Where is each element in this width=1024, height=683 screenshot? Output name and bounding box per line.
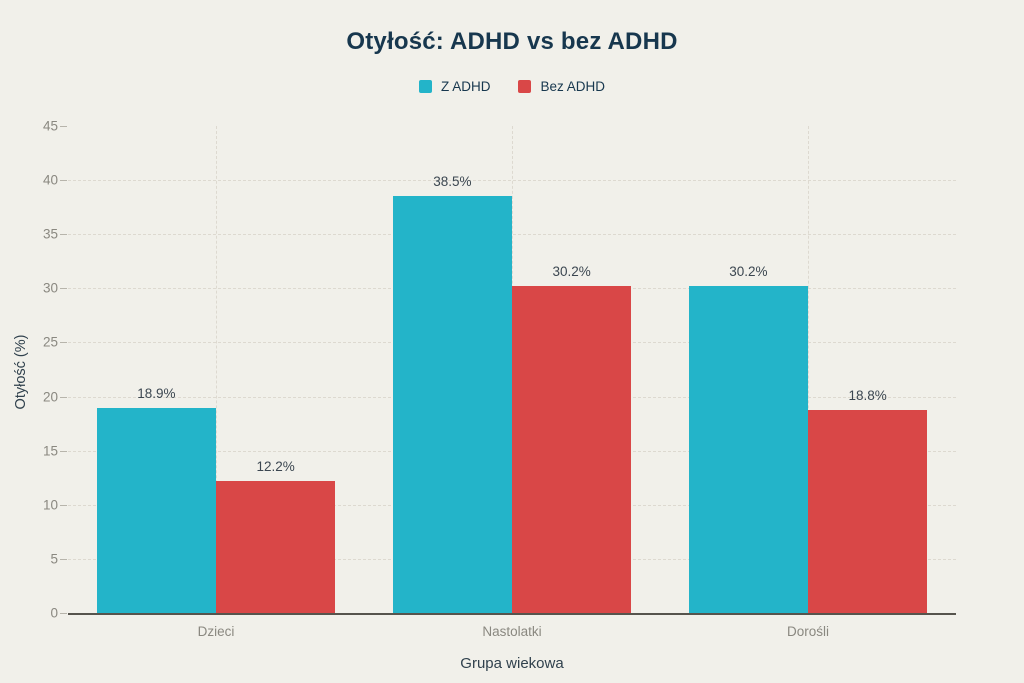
y-tick-label: 35: [42, 226, 58, 242]
y-tick-label: 25: [42, 334, 58, 350]
bar-value-label: 30.2%: [552, 264, 591, 280]
y-tick-mark: [60, 396, 67, 398]
y-tick-mark: [60, 558, 67, 560]
plot-area: 0 5 10 15 20 25 30 35 40 45 Dzieci Nastolatki Dorośl…: [43, 119, 956, 639]
y-tick-label: 10: [42, 497, 58, 513]
legend: Z ADHD Bez ADHD: [0, 79, 1024, 94]
y-tick-mark: [60, 234, 67, 236]
y-tick-mark: [60, 342, 67, 344]
bar-value-label: 30.2%: [729, 264, 768, 280]
bar-z-adhd-dorośli: [688, 286, 808, 613]
y-tick-mark: [60, 180, 67, 182]
gridline-vertical: [808, 126, 809, 613]
bar-bez-adhd-nastolatki: [512, 286, 632, 613]
y-tick-label: 20: [42, 389, 58, 405]
x-tick-label-nastolatki: Nastolatki: [482, 624, 542, 639]
y-tick-label: 5: [50, 551, 58, 567]
x-axis-title: Grupa wiekowa: [460, 655, 564, 672]
y-tick-label: 30: [42, 280, 58, 296]
y-tick-label: 0: [50, 605, 58, 621]
chart-title: Otyłość: ADHD vs bez ADHD: [346, 28, 678, 55]
legend-swatch-bez-adhd: [518, 80, 532, 93]
bar-value-label: 12.2%: [256, 458, 295, 474]
y-tick-mark: [60, 450, 67, 452]
y-tick-mark: [60, 288, 67, 290]
y-tick-label: 45: [42, 118, 58, 134]
legend-item-bez-adhd: Bez ADHD: [518, 79, 605, 94]
y-tick-label: 15: [42, 443, 58, 459]
x-axis-line: [68, 613, 956, 615]
bar-value-label: 38.5%: [433, 174, 472, 190]
x-tick-label-dorośli: Dorośli: [786, 624, 830, 639]
y-tick-label: 40: [42, 172, 58, 188]
legend-label-bez-adhd: Bez ADHD: [540, 79, 606, 94]
x-tick-label-dzieci: Dzieci: [197, 624, 235, 639]
bar-value-label: 18.9%: [137, 386, 176, 402]
bar-value-label: 18.8%: [848, 387, 887, 403]
bar-bez-adhd-dorośli: [808, 409, 928, 613]
y-tick-mark: [60, 126, 67, 127]
bar-z-adhd-dzieci: [96, 408, 216, 613]
legend-item-z-adhd: Z ADHD: [418, 79, 491, 94]
y-tick-mark: [60, 504, 67, 506]
gridline-vertical: [216, 126, 217, 613]
legend-swatch-z-adhd: [418, 80, 432, 93]
bar-bez-adhd-dzieci: [216, 480, 336, 613]
bar-z-adhd-nastolatki: [392, 196, 512, 613]
legend-label-z-adhd: Z ADHD: [440, 79, 491, 94]
y-tick-mark: [60, 613, 67, 614]
